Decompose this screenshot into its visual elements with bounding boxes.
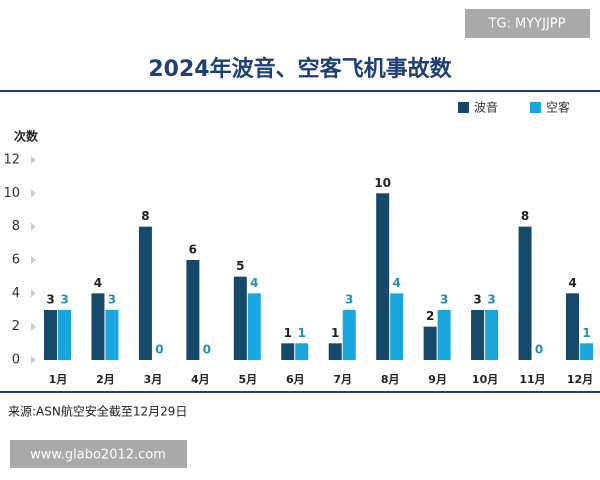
x-tick-label: 9月 [428,373,447,386]
value-label: 3 [46,293,54,307]
bar [91,293,105,360]
value-label: 1 [582,326,590,340]
bar [233,276,247,360]
value-label: 1 [298,326,306,340]
bar [566,293,579,360]
source-note: 来源:ASN航空安全截至12月29日 [8,404,187,419]
bar [247,293,261,360]
value-label: 0 [203,343,211,357]
value-label: 1 [284,326,292,340]
value-label: 10 [374,176,391,190]
value-label: 0 [535,343,543,357]
y-tick-label: 8 [12,219,20,234]
x-tick-label: 7月 [333,373,352,386]
bar [44,310,57,360]
tick-mark [31,322,36,331]
legend-swatch [530,102,541,113]
x-tick-label: 1月 [49,373,68,386]
bar [186,260,200,360]
x-tick-label: 6月 [286,373,305,386]
value-label: 3 [473,293,481,307]
title-rule [0,90,600,92]
value-label: 1 [331,326,339,340]
legend-label: 空客 [546,100,570,115]
bar [485,310,499,360]
value-label: 6 [189,243,197,257]
y-tick-label: 10 [3,186,20,201]
bar [580,343,593,360]
bar [281,343,295,360]
x-tick-label: 5月 [238,373,257,386]
bar [138,226,152,360]
legend-label: 波音 [474,100,498,115]
bar [376,193,390,360]
bar [105,310,119,360]
x-tick-label: 12月 [567,373,593,386]
bar [471,310,485,360]
y-tick-label: 2 [12,319,20,334]
value-label: 4 [250,276,258,290]
x-tick-label: 4月 [191,373,210,386]
bar [437,310,451,360]
watermark-box [10,440,187,468]
y-tick-label: 0 [12,353,20,368]
x-tick-label: 3月 [144,373,163,386]
value-label: 8 [521,209,529,223]
value-label: 3 [60,293,68,307]
watermark-box [465,9,590,38]
watermark: www.glabo2012.com [30,448,166,463]
chart-title: 2024年波音、空客飞机事故数 [148,56,452,82]
y-tick-label: 4 [12,286,20,301]
bar [58,310,71,360]
bar [328,343,342,360]
value-label: 3 [345,293,353,307]
x-tick-label: 8月 [381,373,400,386]
y-axis-label: 次数 [14,129,39,144]
bottom-rule [0,391,600,393]
legend-swatch [458,102,469,113]
value-label: 0 [155,343,163,357]
value-label: 4 [94,276,102,290]
tick-mark [31,256,36,264]
value-label: 3 [440,293,448,307]
value-label: 4 [568,276,576,290]
bar [390,293,404,360]
value-label: 2 [426,309,434,323]
y-tick-label: 12 [3,153,20,168]
tick-mark [31,356,36,364]
value-label: 4 [393,276,401,290]
bar [423,326,437,360]
bar [518,226,532,360]
tick-mark [31,222,36,231]
value-label: 5 [236,259,244,273]
bar [342,310,356,360]
tick-mark [31,289,36,298]
tick-mark [31,189,36,198]
watermark: TG: MYYJJPP [488,17,566,32]
tick-mark [31,156,36,164]
y-tick-label: 6 [12,253,20,268]
value-label: 8 [141,209,149,223]
bar [295,343,309,360]
x-tick-label: 10月 [472,373,498,386]
value-label: 3 [108,293,116,307]
x-tick-label: 11月 [519,373,545,386]
x-tick-label: 2月 [96,373,115,386]
value-label: 3 [487,293,495,307]
